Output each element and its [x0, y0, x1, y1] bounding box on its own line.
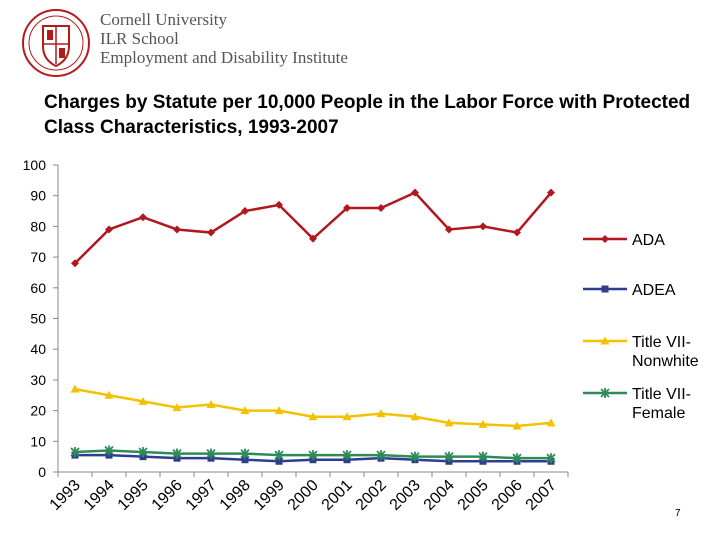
legend-label-adea: ADEA [632, 282, 676, 299]
y-tick-label: 10 [30, 433, 46, 449]
y-tick-label: 40 [30, 341, 46, 357]
data-point-title-vii-female [410, 451, 420, 462]
data-point-ada [445, 225, 453, 234]
data-point-ada [547, 188, 555, 197]
data-point-ada [343, 203, 351, 212]
x-tick-label: 2003 [387, 477, 424, 514]
y-tick-label: 50 [30, 311, 46, 327]
data-point-ada [411, 188, 419, 197]
data-point-ada [173, 225, 181, 234]
data-point-ada [139, 213, 147, 222]
data-point-title-vii-female [138, 447, 148, 458]
data-point-title-vii-nonwhite [138, 396, 148, 405]
org-line-university: Cornell University [100, 10, 228, 29]
data-point-title-vii-female [342, 450, 352, 461]
data-point-adea [275, 457, 283, 465]
y-tick-label: 90 [30, 188, 46, 204]
data-point-title-vii-nonwhite [376, 409, 386, 418]
org-line-school: ILR School [100, 29, 179, 48]
x-tick-label: 1996 [149, 477, 186, 514]
legend-marker-adea [601, 285, 609, 293]
data-point-title-vii-female [308, 450, 318, 461]
x-tick-label: 1994 [81, 477, 118, 514]
data-point-title-vii-nonwhite [104, 390, 114, 399]
legend-marker-ada [601, 235, 609, 243]
x-tick-label: 2002 [353, 477, 390, 514]
data-point-ada [377, 203, 385, 212]
header: Cornell University ILR School Employment… [0, 0, 720, 80]
data-point-title-vii-nonwhite [274, 406, 284, 415]
data-point-title-vii-nonwhite [546, 418, 556, 427]
x-tick-label: 2004 [421, 477, 458, 514]
legend-label-ada: ADA [632, 232, 665, 249]
x-tick-label: 2001 [319, 477, 356, 514]
x-tick-label: 1999 [251, 477, 288, 514]
data-point-ada [309, 234, 317, 243]
chart-title: Charges by Statute per 10,000 People in … [44, 92, 691, 138]
data-point-ada [513, 228, 521, 237]
data-point-ada [479, 222, 487, 231]
data-point-ada [275, 200, 283, 209]
data-point-ada [71, 259, 79, 268]
x-tick-label: 1993 [47, 477, 84, 514]
data-point-title-vii-nonwhite [444, 418, 454, 427]
x-tick-label: 2005 [455, 477, 492, 514]
data-point-title-vii-female [546, 453, 556, 464]
data-point-title-vii-female [478, 451, 488, 462]
data-point-title-vii-nonwhite [512, 421, 522, 430]
data-point-title-vii-female [70, 447, 80, 458]
data-point-title-vii-female [104, 445, 114, 456]
data-point-title-vii-female [274, 450, 284, 461]
data-point-adea [241, 456, 249, 464]
legend-label-title-vii-nonwhite: Title VII-Nonwhite [632, 334, 699, 370]
data-point-title-vii-nonwhite [70, 384, 80, 393]
x-tick-label: 2000 [285, 477, 322, 514]
data-point-title-vii-female [444, 451, 454, 462]
data-point-title-vii-nonwhite [342, 412, 352, 421]
series-line-title-vii-nonwhite [74, 387, 552, 428]
data-point-title-vii-nonwhite [308, 412, 318, 421]
data-point-title-vii-female [376, 450, 386, 461]
data-point-title-vii-nonwhite [410, 412, 420, 421]
data-point-ada [207, 228, 215, 237]
legend-label-title-vii-female: Title VII-Female [632, 386, 691, 422]
y-tick-label: 60 [30, 280, 46, 296]
x-tick-label: 1995 [115, 477, 152, 514]
x-tick-label: 2006 [489, 477, 526, 514]
x-tick-label: 2007 [523, 477, 560, 514]
y-tick-label: 80 [30, 218, 46, 234]
page-number: 7 [675, 508, 681, 519]
data-point-title-vii-nonwhite [240, 406, 250, 415]
y-tick-label: 30 [30, 372, 46, 388]
cornell-seal-icon [22, 9, 90, 77]
data-point-title-vii-female [206, 448, 216, 459]
y-tick-label: 0 [38, 464, 46, 480]
y-tick-label: 70 [30, 249, 46, 265]
series-line-ada [74, 191, 552, 265]
data-point-title-vii-nonwhite [172, 403, 182, 412]
data-point-title-vii-nonwhite [478, 419, 488, 428]
legend-marker-title-vii-female [600, 388, 610, 398]
org-line-institute: Employment and Disability Institute [100, 48, 348, 67]
line-chart: 0102030405060708090100199319941995199619… [23, 157, 699, 514]
data-point-ada [105, 225, 113, 234]
data-point-title-vii-nonwhite [206, 399, 216, 408]
org-name: Cornell University ILR School Employment… [100, 10, 348, 67]
data-point-title-vii-female [240, 448, 250, 459]
y-tick-label: 20 [30, 403, 46, 419]
data-point-ada [241, 207, 249, 216]
y-tick-label: 100 [23, 157, 47, 173]
data-point-title-vii-female [172, 448, 182, 459]
legend-marker-title-vii-nonwhite [600, 336, 610, 345]
x-tick-label: 1998 [217, 477, 254, 514]
x-tick-label: 1997 [183, 477, 220, 514]
data-point-title-vii-female [512, 453, 522, 464]
